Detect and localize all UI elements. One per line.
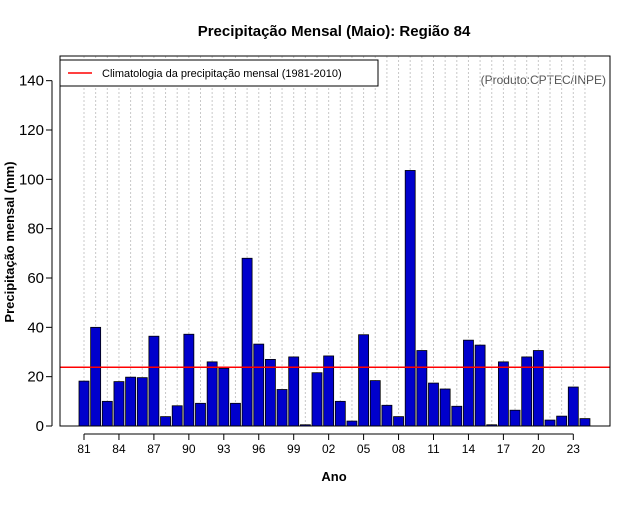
- bar-1995: [241, 257, 253, 427]
- x-tick-label: 23: [567, 442, 581, 456]
- bar-1988: [160, 416, 171, 427]
- bar-2022: [556, 415, 568, 427]
- x-axis: 81 84 87 90 93 96 99 02 05 08 11 14 17 20 23: [77, 433, 581, 456]
- x-tick-label: 08: [392, 442, 406, 456]
- bar-2024: [579, 418, 591, 427]
- x-axis-label: Ano: [321, 469, 346, 484]
- bar-1994: [230, 402, 241, 427]
- x-tick-label: 84: [112, 442, 126, 456]
- bar-1996: [253, 343, 265, 427]
- y-tick-label: 60: [27, 270, 44, 287]
- x-tick-label: 81: [77, 442, 91, 456]
- bar-1998: [276, 389, 288, 427]
- x-tick-label: 20: [532, 442, 546, 456]
- x-tick-label: 05: [357, 442, 371, 456]
- bar-2002: [323, 355, 335, 427]
- y-tick-label: 120: [19, 122, 44, 139]
- bar-2005: [358, 334, 370, 427]
- y-tick-label: 20: [27, 369, 44, 386]
- bar-1997: [264, 358, 276, 427]
- y-tick-label: 100: [19, 171, 44, 188]
- bar-2021: [544, 419, 556, 427]
- bar-1984: [113, 381, 125, 427]
- bar-1991: [195, 402, 206, 427]
- x-tick-label: 17: [497, 442, 511, 456]
- bar-1990: [183, 333, 195, 427]
- y-axis-label: Precipitação mensal (mm): [2, 161, 17, 322]
- bar-2023: [567, 386, 579, 427]
- y-tick-label: 80: [27, 221, 44, 238]
- bar-2007: [381, 404, 393, 427]
- x-tick-label: 99: [287, 442, 301, 456]
- chart-title: Precipitação Mensal (Maio): Região 84: [198, 23, 471, 40]
- bar-2001: [311, 372, 323, 427]
- bar-2003: [334, 400, 346, 427]
- bar-2015: [474, 344, 486, 427]
- y-tick-label: 40: [27, 319, 44, 336]
- bar-1986: [136, 377, 148, 427]
- x-tick-label: 96: [252, 442, 266, 456]
- bar-2009: [404, 170, 416, 427]
- bars-group: [78, 170, 591, 427]
- bar-2014: [463, 339, 474, 427]
- x-tick-label: 90: [182, 442, 196, 456]
- plot-frame: [59, 55, 611, 427]
- source-note: (Produto:CPTEC/INPE): [481, 73, 606, 87]
- x-tick-label: 14: [462, 442, 476, 456]
- y-tick-label: 0: [36, 418, 44, 435]
- legend-box: [59, 59, 379, 87]
- bar-2017: [497, 361, 509, 427]
- bar-1993: [218, 367, 230, 427]
- bar-1992: [206, 361, 218, 427]
- y-tick-label: 140: [19, 73, 44, 90]
- x-tick-label: 93: [217, 442, 231, 456]
- x-tick-label: 11: [427, 442, 440, 456]
- bar-2010: [416, 350, 428, 427]
- bar-2020: [532, 350, 544, 427]
- bar-1981: [78, 380, 90, 427]
- bar-2004: [346, 420, 358, 427]
- legend-climatology-label: Climatologia da precipitação mensal (198…: [102, 68, 342, 80]
- bar-1987: [148, 335, 160, 427]
- x-tick-label: 87: [147, 442, 161, 456]
- bar-2011: [428, 382, 439, 427]
- bar-2006: [369, 380, 381, 427]
- y-axis: 0 20 40 60 80 100 120 140: [19, 73, 53, 435]
- bar-1985: [125, 376, 136, 427]
- bar-2012: [439, 388, 451, 427]
- bar-1989: [171, 405, 183, 427]
- bar-2018: [509, 409, 521, 427]
- legend: Climatologia da precipitação mensal (198…: [59, 59, 379, 87]
- bar-1982: [90, 326, 102, 427]
- bar-1983: [101, 400, 113, 427]
- bar-2013: [451, 405, 463, 427]
- bar-2008: [393, 416, 404, 427]
- x-tick-label: 02: [322, 442, 336, 456]
